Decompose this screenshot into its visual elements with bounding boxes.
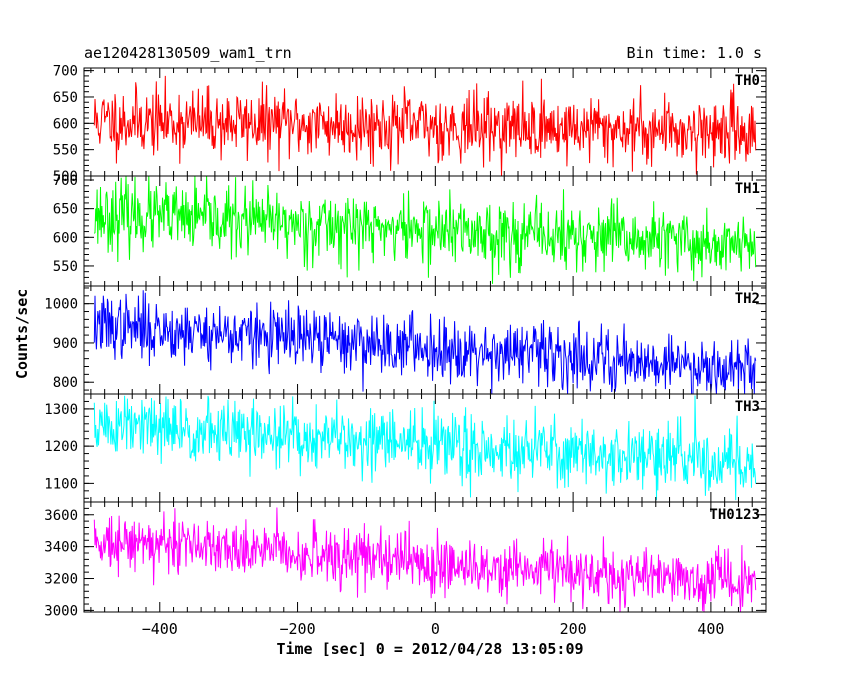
y-tick-label: 650 <box>53 90 78 106</box>
panel-label-th1: TH1 <box>735 181 760 197</box>
y-tick-label: 3600 <box>44 508 78 524</box>
panel-frame-th0123 <box>83 501 767 613</box>
x-tick-label: −200 <box>279 620 315 638</box>
y-tick-label: 700 <box>53 64 78 80</box>
y-tick-label: 600 <box>53 116 78 132</box>
panel-label-th0: TH0 <box>735 73 760 89</box>
x-tick-label: 200 <box>560 620 587 638</box>
y-tick-label: 650 <box>53 202 78 218</box>
x-axis-label: Time [sec] 0 = 2012/04/28 13:05:09 <box>276 640 584 658</box>
y-tick-label: 3200 <box>44 572 78 588</box>
y-axis-label: Counts/sec <box>13 288 31 379</box>
panel-label-th0123: TH0123 <box>709 507 760 523</box>
y-tick-label: 3400 <box>44 540 78 556</box>
x-tick-label: 400 <box>697 620 724 638</box>
y-tick-label: 700 <box>53 173 78 189</box>
x-tick-label: −400 <box>142 620 178 638</box>
panel-label-th2: TH2 <box>735 291 760 307</box>
series-th0-line <box>93 75 757 177</box>
series-th3-line <box>93 395 757 501</box>
series-th1-line <box>93 175 757 284</box>
y-tick-label: 1100 <box>44 476 78 492</box>
x-tick-label: 0 <box>431 620 440 638</box>
y-tick-label: 550 <box>53 143 78 159</box>
bin-time-label: Bin time: 1.0 s <box>626 44 762 62</box>
y-tick-label: 900 <box>53 336 78 352</box>
series-th2-line <box>93 290 757 395</box>
y-tick-label: 800 <box>53 375 78 391</box>
chart-title: ae120428130509_wam1_trn <box>84 44 292 62</box>
y-tick-label: 500 <box>53 169 78 185</box>
y-tick-label: 600 <box>53 230 78 246</box>
y-tick-label: 550 <box>53 259 78 275</box>
series-th0123-line <box>93 507 757 613</box>
y-tick-label: 1300 <box>44 402 78 418</box>
y-tick-label: 3000 <box>44 603 78 619</box>
y-tick-label: 1200 <box>44 439 78 455</box>
y-tick-label: 1000 <box>44 297 78 313</box>
panel-label-th3: TH3 <box>735 399 760 415</box>
